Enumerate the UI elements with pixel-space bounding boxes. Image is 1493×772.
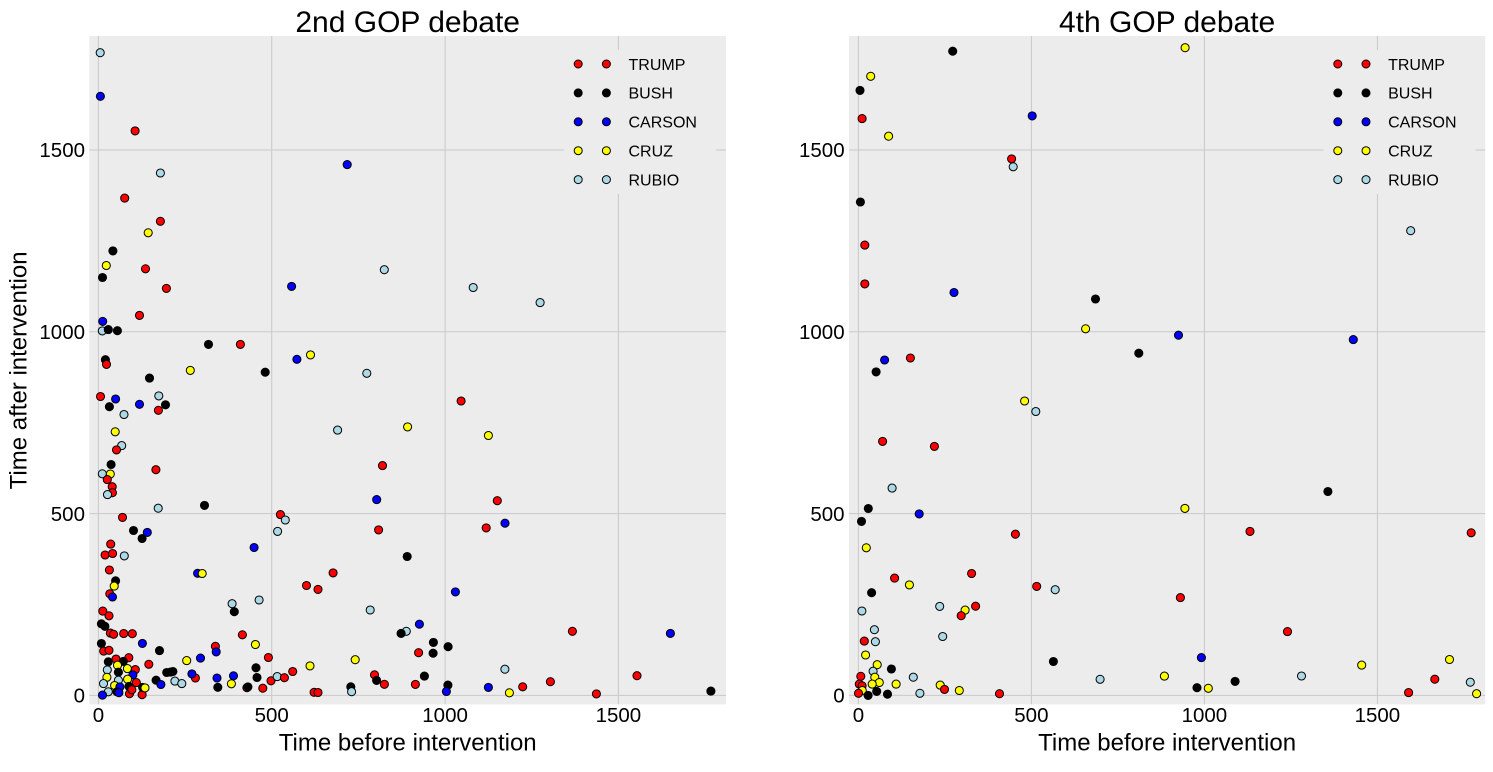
svg-text:500: 500 [810, 503, 844, 526]
svg-text:1000: 1000 [39, 321, 85, 344]
svg-text:0: 0 [93, 704, 104, 727]
svg-text:CARSON: CARSON [629, 115, 697, 132]
svg-text:500: 500 [255, 704, 289, 727]
svg-text:1000: 1000 [1182, 704, 1228, 727]
svg-text:1000: 1000 [422, 704, 468, 727]
svg-text:1500: 1500 [1355, 704, 1401, 727]
svg-text:4th GOP debate: 4th GOP debate [1059, 6, 1275, 39]
svg-text:0: 0 [833, 685, 844, 708]
svg-text:CRUZ: CRUZ [629, 144, 674, 161]
svg-text:500: 500 [1014, 704, 1048, 727]
svg-text:TRUMP: TRUMP [1388, 57, 1445, 74]
svg-text:CARSON: CARSON [1388, 115, 1456, 132]
svg-text:BUSH: BUSH [1388, 86, 1432, 103]
svg-text:Time before intervention: Time before intervention [1038, 730, 1296, 757]
svg-text:RUBIO: RUBIO [629, 172, 680, 189]
svg-text:500: 500 [51, 503, 85, 526]
svg-text:1500: 1500 [799, 139, 845, 162]
svg-text:Time after intervention: Time after intervention [6, 251, 33, 489]
svg-text:Time before intervention: Time before intervention [279, 730, 537, 757]
svg-text:0: 0 [853, 704, 864, 727]
svg-text:2nd GOP debate: 2nd GOP debate [295, 6, 520, 39]
svg-text:CRUZ: CRUZ [1388, 144, 1433, 161]
svg-text:0: 0 [74, 685, 85, 708]
svg-text:RUBIO: RUBIO [1388, 172, 1439, 189]
svg-text:BUSH: BUSH [629, 86, 673, 103]
svg-text:1500: 1500 [39, 139, 85, 162]
svg-text:1000: 1000 [799, 321, 845, 344]
svg-text:TRUMP: TRUMP [629, 57, 686, 74]
svg-text:1500: 1500 [596, 704, 642, 727]
